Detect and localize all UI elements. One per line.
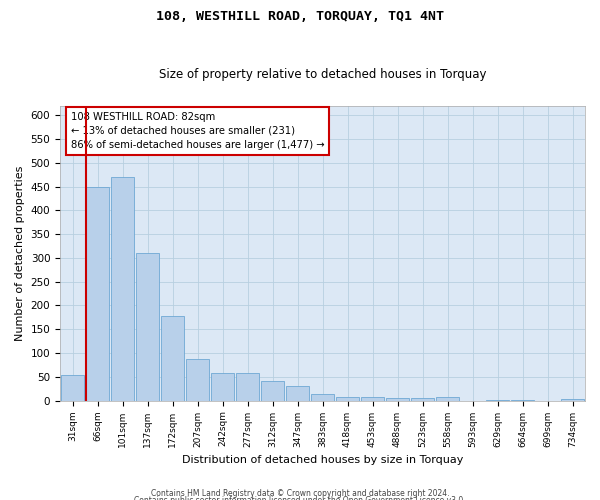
Bar [386,398,409,400]
Title: Size of property relative to detached houses in Torquay: Size of property relative to detached ho… [159,68,486,81]
Bar [311,394,334,400]
Bar [161,316,184,400]
Text: 108 WESTHILL ROAD: 82sqm
← 13% of detached houses are smaller (231)
86% of semi-: 108 WESTHILL ROAD: 82sqm ← 13% of detach… [71,112,324,150]
Bar [361,397,384,400]
Bar [186,358,209,401]
Bar [411,398,434,400]
Bar [336,397,359,400]
Text: Contains public sector information licensed under the Open Government Licence v3: Contains public sector information licen… [134,496,466,500]
Y-axis label: Number of detached properties: Number of detached properties [15,166,25,341]
Bar [561,398,584,400]
X-axis label: Distribution of detached houses by size in Torquay: Distribution of detached houses by size … [182,455,463,465]
Bar [86,186,109,400]
Text: Contains HM Land Registry data © Crown copyright and database right 2024.: Contains HM Land Registry data © Crown c… [151,488,449,498]
Bar [286,386,309,400]
Bar [261,380,284,400]
Bar [136,253,159,400]
Bar [111,177,134,400]
Bar [236,373,259,400]
Text: 108, WESTHILL ROAD, TORQUAY, TQ1 4NT: 108, WESTHILL ROAD, TORQUAY, TQ1 4NT [156,10,444,23]
Bar [436,397,459,400]
Bar [211,373,234,400]
Bar [61,376,84,400]
